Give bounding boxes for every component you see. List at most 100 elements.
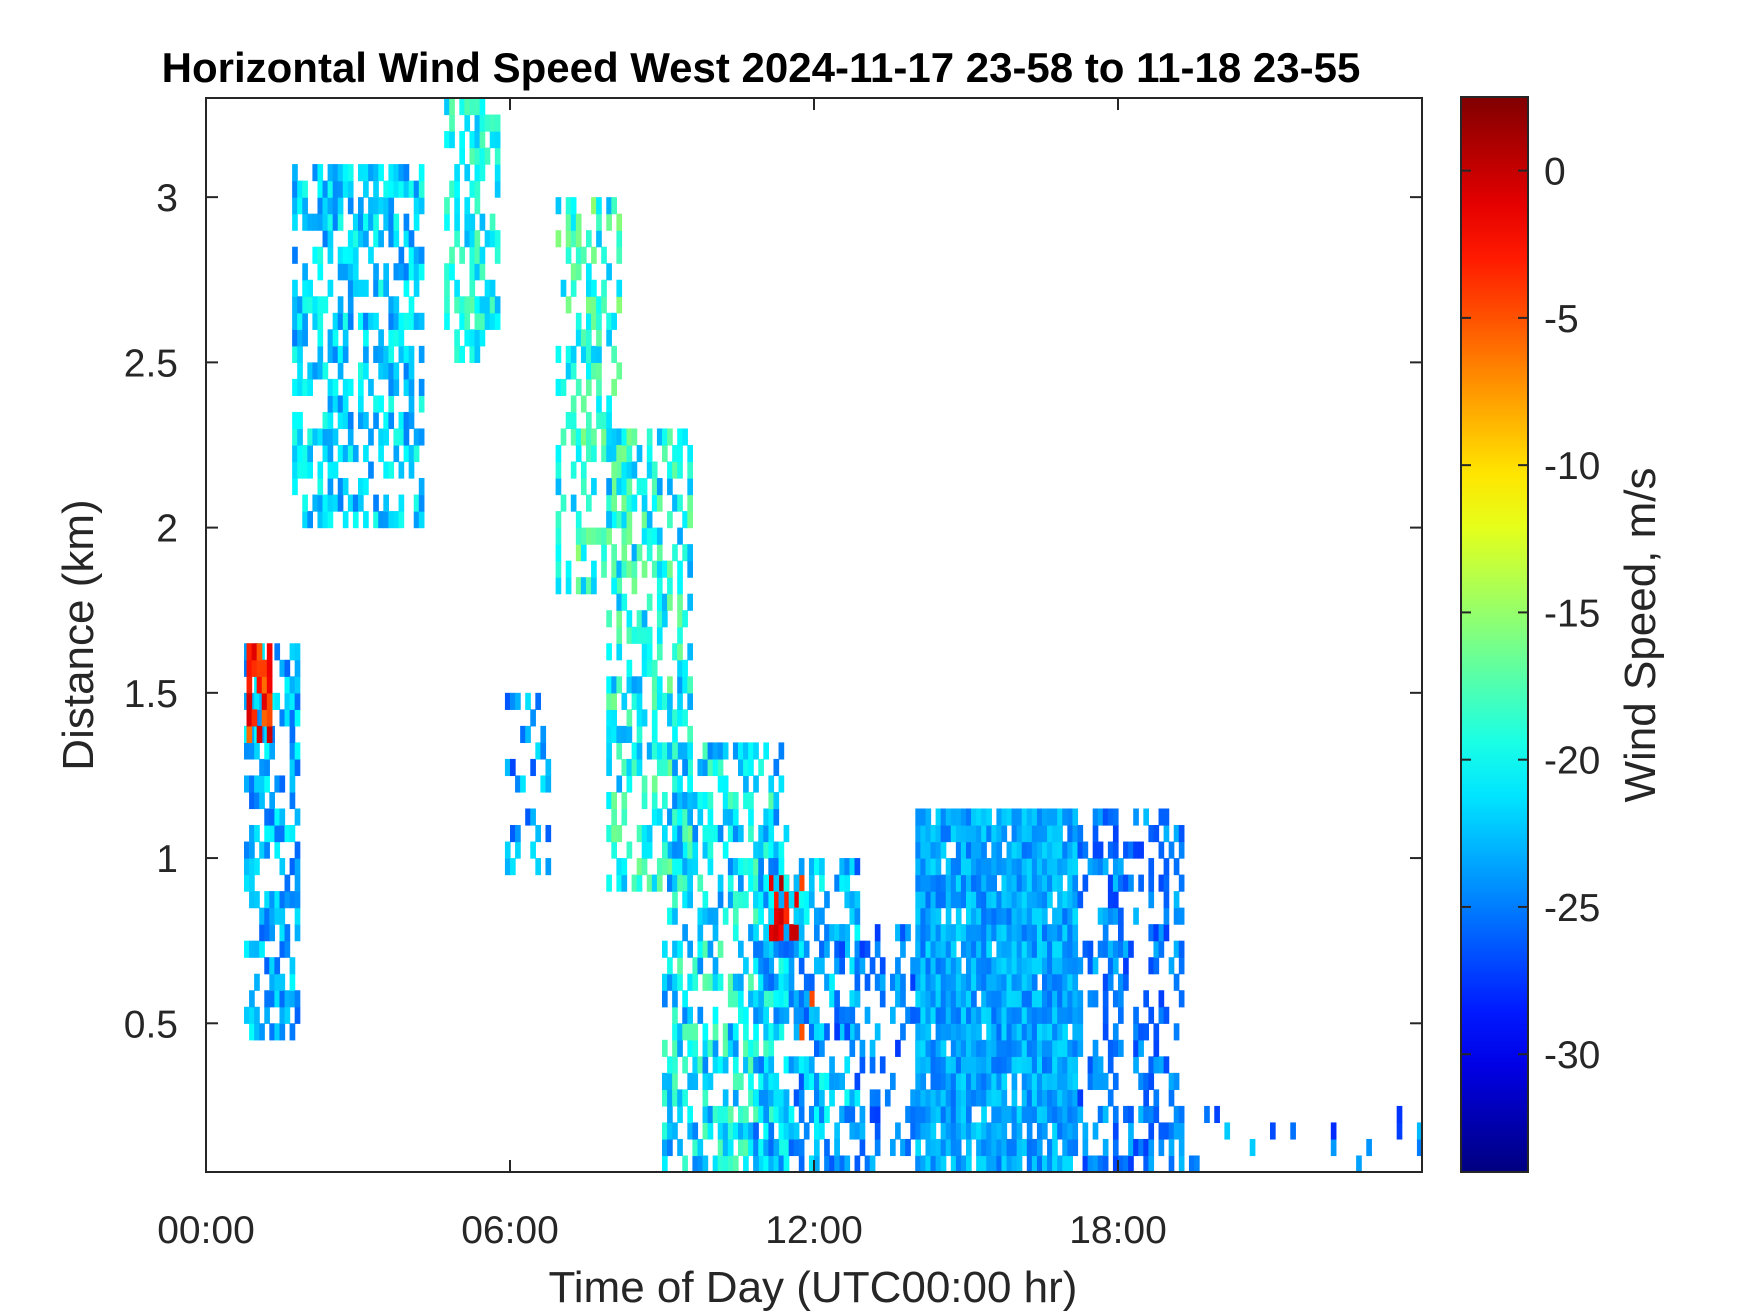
heatmap-cell — [393, 428, 400, 446]
heatmap-cell — [1001, 1089, 1008, 1107]
heatmap-cell — [474, 329, 481, 347]
heatmap-cell — [677, 825, 683, 843]
heatmap-cell — [494, 230, 501, 248]
heatmap-cell — [687, 478, 693, 496]
heatmap-cell — [1138, 1072, 1144, 1090]
heatmap-cell — [292, 345, 298, 363]
heatmap-cell — [955, 1138, 962, 1157]
heatmap-cell — [814, 1006, 820, 1024]
heatmap-cell — [636, 610, 643, 628]
heatmap-cell — [1087, 990, 1094, 1008]
heatmap-cell — [631, 494, 638, 512]
heatmap-cell — [955, 808, 962, 826]
heatmap-cell — [294, 1006, 301, 1024]
heatmap-cell — [249, 1006, 255, 1024]
heatmap-cell — [302, 329, 308, 347]
heatmap-cell — [966, 874, 972, 892]
heatmap-cell — [1026, 957, 1033, 975]
heatmap-cell — [935, 940, 942, 958]
heatmap-cell — [702, 825, 709, 843]
heatmap-cell — [1016, 874, 1023, 892]
heatmap-cell — [388, 329, 395, 347]
heatmap-cell — [337, 411, 344, 430]
heatmap-cell — [294, 907, 301, 925]
heatmap-cell — [249, 841, 255, 859]
heatmap-cell — [555, 345, 562, 363]
heatmap-cell — [1001, 874, 1008, 892]
heatmap-cell — [915, 1105, 921, 1124]
heatmap-cell — [1158, 808, 1165, 826]
heatmap-cell — [677, 1039, 683, 1057]
heatmap-cell — [1133, 1138, 1139, 1157]
heatmap-cell — [971, 874, 977, 892]
heatmap-cell — [1016, 1105, 1023, 1124]
heatmap-cell — [707, 742, 714, 760]
heatmap-cell — [920, 940, 927, 958]
heatmap-cell — [1026, 1122, 1033, 1140]
heatmap-cell — [570, 461, 577, 479]
heatmap-cell — [601, 428, 607, 446]
heatmap-cell — [1112, 891, 1119, 909]
heatmap-cell — [748, 808, 754, 826]
heatmap-cell — [1001, 1072, 1008, 1090]
heatmap-cell — [1133, 907, 1139, 925]
heatmap-cell — [808, 1056, 815, 1074]
heatmap-cell — [738, 1138, 744, 1157]
heatmap-cell — [1112, 874, 1119, 892]
heatmap-cell — [540, 775, 547, 793]
heatmap-cell — [758, 940, 764, 958]
heatmap-cell — [738, 758, 744, 777]
heatmap-cell — [677, 461, 683, 479]
heatmap-cell — [712, 1105, 719, 1124]
heatmap-cell — [317, 312, 324, 330]
heatmap-cell — [586, 527, 592, 545]
heatmap-cell — [672, 1039, 678, 1057]
heatmap-cell — [279, 709, 286, 727]
heatmap-cell — [1062, 891, 1068, 909]
heatmap-cell — [388, 511, 395, 529]
heatmap-cell — [641, 511, 648, 529]
heatmap-cell — [297, 411, 303, 430]
heatmap-cell — [284, 825, 291, 843]
heatmap-cell — [1077, 891, 1084, 909]
heatmap-cell — [839, 1155, 845, 1173]
heatmap-cell — [408, 378, 415, 397]
heatmap-cell — [950, 973, 957, 991]
heatmap-cell — [279, 808, 286, 826]
heatmap-cell — [667, 676, 673, 694]
heatmap-cell — [945, 1138, 952, 1157]
heatmap-cell — [763, 1089, 769, 1107]
heatmap-cell — [555, 197, 562, 215]
heatmap-cell — [773, 990, 780, 1008]
heatmap-cell — [459, 98, 465, 116]
heatmap-cell — [808, 1072, 815, 1090]
heatmap-cell — [1173, 858, 1180, 876]
heatmap-cell — [955, 1072, 962, 1090]
heatmap-cell — [996, 1006, 1003, 1024]
heatmap-cell — [1067, 825, 1073, 843]
heatmap-cell — [307, 362, 313, 380]
heatmap-cell — [844, 1105, 851, 1124]
heatmap-cell — [327, 395, 334, 413]
heatmap-cell — [1173, 891, 1180, 909]
heatmap-cell — [1026, 825, 1033, 843]
heatmap-cell — [712, 973, 719, 991]
heatmap-cell — [798, 1105, 805, 1124]
heatmap-cell — [1047, 858, 1053, 876]
heatmap-cell — [249, 791, 255, 810]
heatmap-cell — [378, 345, 384, 363]
y-axis-ticks: 0.511.522.53 — [124, 177, 1422, 1046]
heatmap-cell — [748, 1138, 754, 1157]
heatmap-cell — [332, 312, 339, 330]
heatmap-cell — [920, 874, 927, 892]
heatmap-cell — [1067, 940, 1073, 958]
heatmap-cell — [950, 1072, 957, 1090]
heatmap-cell — [955, 858, 962, 876]
heatmap-cell — [1016, 973, 1023, 991]
heatmap-cell — [677, 560, 683, 578]
heatmap-cell — [388, 296, 395, 314]
heatmap-cell — [788, 1122, 795, 1140]
heatmap-cell — [768, 1056, 775, 1074]
heatmap-cell — [611, 577, 617, 595]
heatmap-cell — [347, 312, 354, 330]
